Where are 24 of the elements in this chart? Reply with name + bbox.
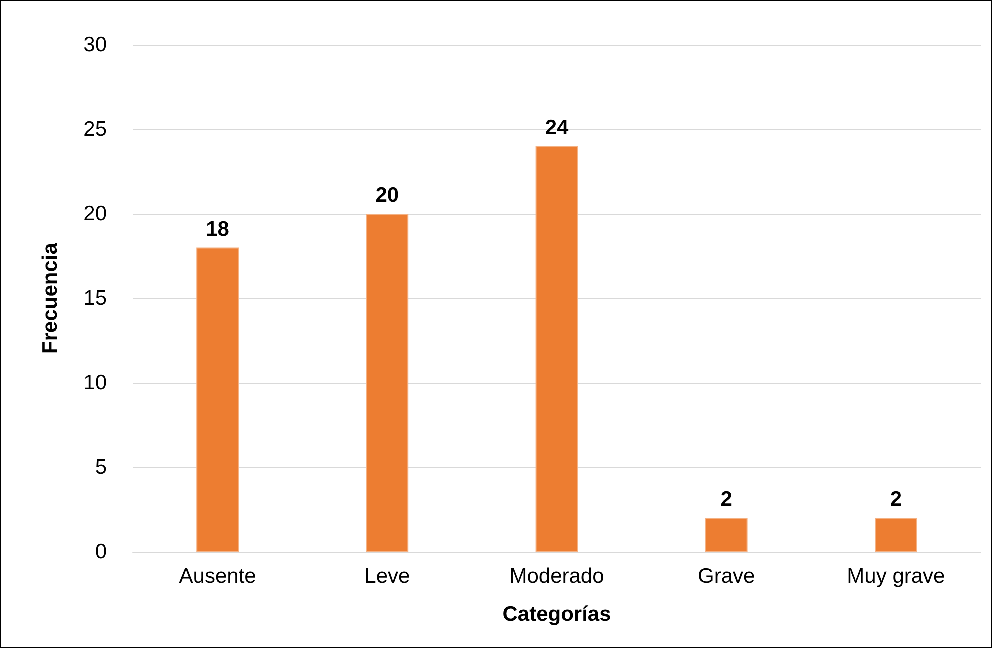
x-tick-label: Muy grave	[847, 565, 946, 588]
x-axis-title: Categorías	[502, 603, 612, 626]
data-label: 2	[890, 488, 902, 512]
bar	[196, 248, 239, 552]
x-tick-label: Leve	[364, 565, 410, 588]
y-tick-label: 10	[84, 372, 107, 394]
data-label: 24	[545, 116, 569, 140]
bar	[366, 214, 409, 552]
bar	[705, 518, 748, 552]
y-tick-label: 30	[84, 34, 107, 56]
bar	[875, 518, 918, 552]
y-axis-title: Frecuencia	[39, 242, 62, 354]
x-tick-label: Ausente	[179, 565, 256, 588]
bar	[536, 146, 578, 552]
y-tick-label: 20	[84, 202, 107, 226]
y-tick-label: 25	[84, 118, 107, 141]
data-label: 18	[206, 218, 230, 241]
x-tick-label: Moderado	[510, 565, 604, 588]
data-label: 20	[376, 184, 400, 207]
y-tick-label: 15	[84, 287, 107, 310]
y-tick-label: 5	[95, 456, 107, 479]
data-label: 2	[720, 488, 732, 512]
x-tick-label: Grave	[698, 565, 756, 588]
y-tick-label: 0	[95, 540, 107, 564]
